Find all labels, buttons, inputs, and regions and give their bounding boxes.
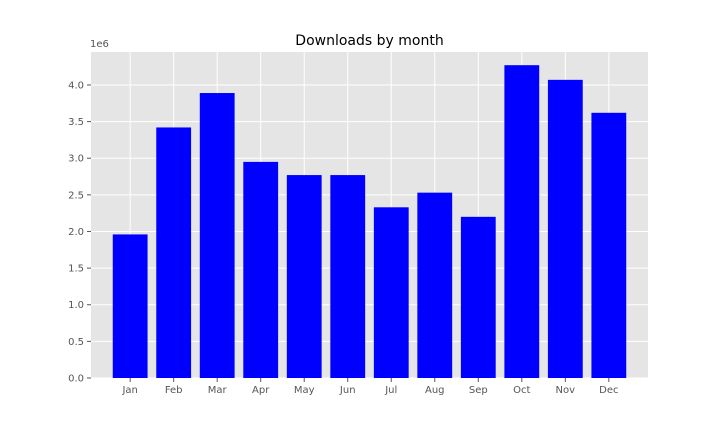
x-axis: Jan Feb Mar Apr May Jun Jul Aug Sep Oct Nov Dec: [121, 378, 619, 396]
bar-oct: [504, 65, 540, 378]
bar-jun: [330, 175, 366, 378]
bar-dec: [591, 112, 627, 378]
bar-aug: [417, 192, 453, 378]
y-axis: 0.0 0.5 1.0 1.5 2.0 2.5 3.0 3.5 4.0: [68, 80, 91, 385]
x-tick-label: Nov: [556, 385, 576, 396]
y-tick-label: 1.0: [68, 300, 84, 311]
x-tick-label: Aug: [425, 385, 445, 396]
x-tick-label: Oct: [513, 385, 530, 396]
x-tick-label: Mar: [208, 385, 228, 396]
x-tick-label: Jun: [339, 385, 356, 396]
bar-apr: [243, 161, 279, 378]
bar-nov: [547, 79, 583, 379]
y-tick-label: 3.0: [68, 154, 84, 165]
x-tick-label: Jan: [121, 385, 137, 396]
bar-sep: [460, 216, 496, 378]
x-tick-label: Dec: [599, 385, 618, 396]
y-tick-label: 0.0: [68, 374, 84, 385]
x-tick-label: Feb: [165, 385, 183, 396]
bars: [112, 65, 627, 379]
bar-may: [286, 175, 322, 378]
bar-jan: [112, 234, 148, 378]
y-tick-label: 2.5: [68, 190, 84, 201]
bar-mar: [199, 93, 235, 378]
chart-title: Downloads by month: [295, 33, 443, 49]
x-tick-label: Sep: [469, 385, 488, 396]
x-tick-label: Apr: [252, 385, 270, 396]
y-tick-label: 0.5: [68, 337, 84, 348]
bar-feb: [156, 127, 192, 378]
x-tick-label: Jul: [384, 385, 397, 396]
y-tick-label: 3.5: [68, 117, 84, 128]
y-tick-label: 4.0: [68, 80, 84, 91]
bar-jul: [373, 207, 409, 378]
y-tick-label: 2.0: [68, 227, 84, 238]
y-tick-label: 1.5: [68, 264, 84, 275]
y-axis-offset-label: 1e6: [90, 39, 109, 50]
x-tick-label: May: [294, 385, 315, 396]
